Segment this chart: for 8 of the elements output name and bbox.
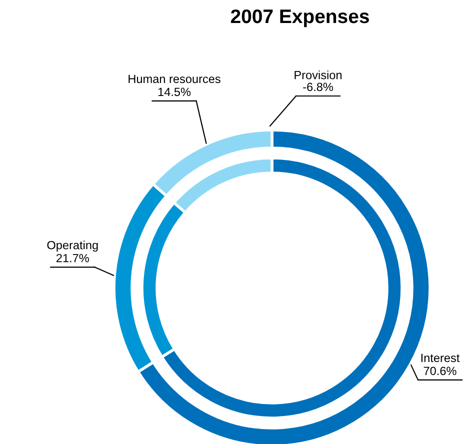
slice-label: Interest	[421, 354, 460, 362]
chart-title: 2007 Expenses	[230, 9, 369, 28]
data-label: 70.6%	[424, 366, 456, 376]
data-label: 21.7%	[56, 254, 89, 262]
slice-label: Operating	[47, 240, 98, 252]
slice-label: Human resources	[128, 74, 220, 84]
text: Provision -6.8%	[294, 70, 342, 92]
data-label: 14.5%	[158, 88, 191, 96]
